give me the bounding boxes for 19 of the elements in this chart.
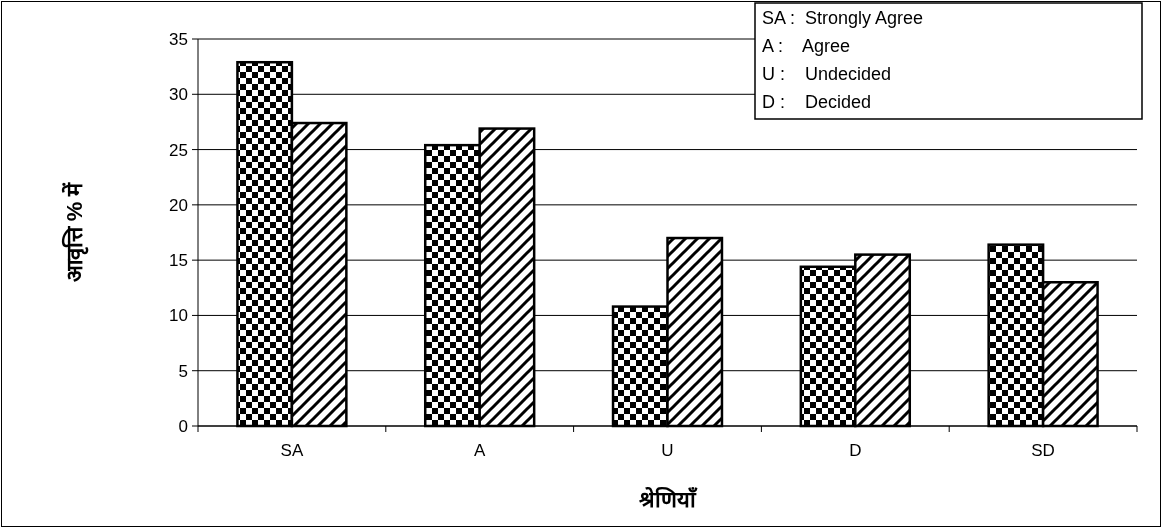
y-tick-label: 0 [178, 417, 188, 436]
x-axis-title: श्रेणियाँ [639, 486, 698, 512]
annotation: D : Decided [762, 92, 872, 112]
x-tick-label: D [849, 441, 862, 460]
y-tick-label: 30 [169, 85, 188, 105]
x-tick-label: SA [280, 441, 304, 460]
y-tick-label: 10 [169, 306, 188, 326]
x-tick-label: SD [1031, 441, 1055, 460]
x-tick-label: A [474, 441, 487, 460]
text: SA : Strongly Agree [762, 8, 924, 28]
y-axis-title: आवृत्ति % में [61, 181, 89, 283]
y-tick-label: 25 [169, 140, 188, 160]
y-tick-label: 5 [178, 361, 188, 381]
y-tick-label: 15 [169, 251, 188, 271]
x-tick-label: U [661, 441, 674, 460]
annotation: U : Undecided [762, 64, 892, 84]
y-tick-label: 20 [169, 195, 188, 215]
y-tick-label: 35 [169, 30, 188, 49]
annotation: A : Agree [762, 36, 851, 56]
